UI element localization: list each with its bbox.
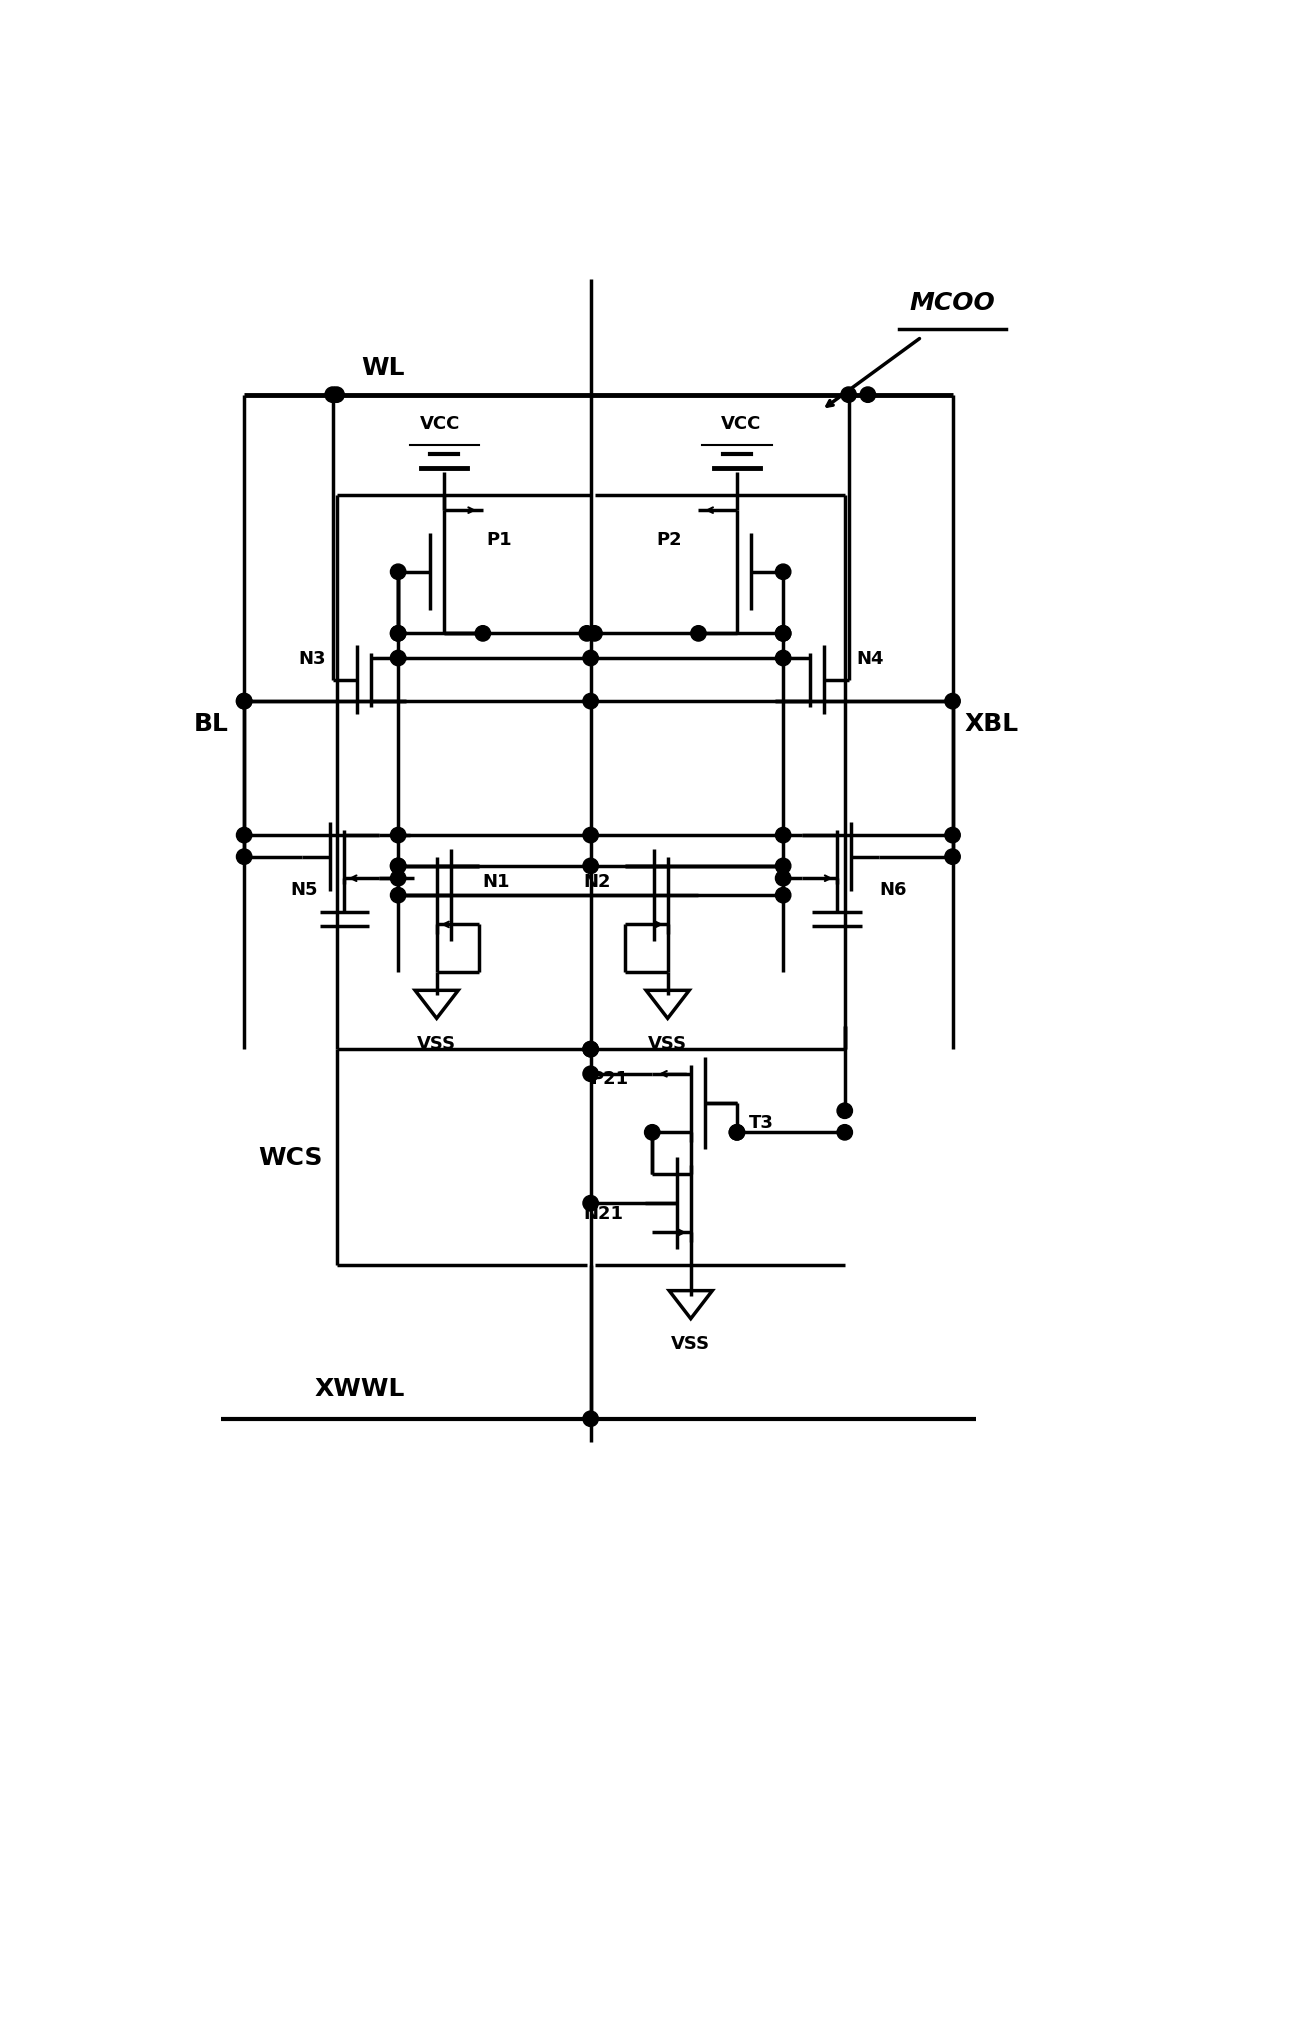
Circle shape xyxy=(775,650,791,666)
Circle shape xyxy=(775,871,791,885)
Circle shape xyxy=(587,625,602,642)
Text: WL: WL xyxy=(361,356,405,380)
Text: N1: N1 xyxy=(482,873,510,891)
Text: P21: P21 xyxy=(591,1069,629,1087)
Text: P1: P1 xyxy=(486,531,513,548)
Circle shape xyxy=(729,1124,745,1141)
Text: BL: BL xyxy=(194,711,229,736)
Circle shape xyxy=(391,650,406,666)
Text: MCOO: MCOO xyxy=(910,290,995,315)
Circle shape xyxy=(236,828,252,842)
Circle shape xyxy=(391,564,406,578)
Circle shape xyxy=(775,625,791,642)
Circle shape xyxy=(729,1124,745,1141)
Text: N5: N5 xyxy=(290,881,317,899)
Circle shape xyxy=(583,693,598,709)
Circle shape xyxy=(391,887,406,903)
Circle shape xyxy=(329,386,345,403)
Text: N3: N3 xyxy=(298,650,325,668)
Circle shape xyxy=(236,848,252,865)
Circle shape xyxy=(583,1196,598,1210)
Text: P2: P2 xyxy=(656,531,682,548)
Circle shape xyxy=(840,386,856,403)
Text: WCS: WCS xyxy=(258,1145,323,1169)
Circle shape xyxy=(391,625,406,642)
Circle shape xyxy=(583,650,598,666)
Circle shape xyxy=(391,858,406,873)
Text: N4: N4 xyxy=(856,650,884,668)
Text: VSS: VSS xyxy=(417,1034,456,1053)
Circle shape xyxy=(391,858,406,873)
Text: VSS: VSS xyxy=(671,1335,711,1353)
Circle shape xyxy=(945,848,960,865)
Circle shape xyxy=(836,1104,852,1118)
Circle shape xyxy=(583,1042,598,1057)
Text: N2: N2 xyxy=(583,873,611,891)
Circle shape xyxy=(325,386,341,403)
Text: VCC: VCC xyxy=(421,415,460,433)
Circle shape xyxy=(775,828,791,842)
Text: VCC: VCC xyxy=(721,415,760,433)
Circle shape xyxy=(775,564,791,578)
Circle shape xyxy=(391,871,406,885)
Circle shape xyxy=(236,693,252,709)
Text: VSS: VSS xyxy=(648,1034,687,1053)
Circle shape xyxy=(391,828,406,842)
Circle shape xyxy=(583,1410,598,1427)
Circle shape xyxy=(583,858,598,873)
Text: XBL: XBL xyxy=(964,711,1019,736)
Circle shape xyxy=(691,625,707,642)
Circle shape xyxy=(775,625,791,642)
Circle shape xyxy=(583,1067,598,1081)
Circle shape xyxy=(583,1042,598,1057)
Text: N6: N6 xyxy=(880,881,907,899)
Circle shape xyxy=(645,1124,659,1141)
Circle shape xyxy=(236,693,252,709)
Circle shape xyxy=(583,828,598,842)
Circle shape xyxy=(945,693,960,709)
Text: XWWL: XWWL xyxy=(315,1378,405,1400)
Circle shape xyxy=(860,386,876,403)
Circle shape xyxy=(475,625,490,642)
Circle shape xyxy=(391,625,406,642)
Text: T3: T3 xyxy=(749,1114,773,1132)
Circle shape xyxy=(579,625,594,642)
Circle shape xyxy=(836,1124,852,1141)
Text: N21: N21 xyxy=(583,1204,623,1222)
Circle shape xyxy=(775,887,791,903)
Circle shape xyxy=(945,828,960,842)
Circle shape xyxy=(775,858,791,873)
